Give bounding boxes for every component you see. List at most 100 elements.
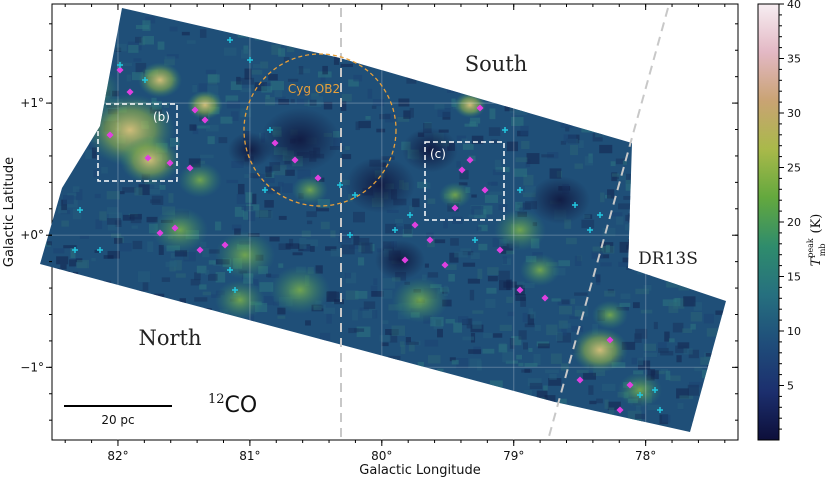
- map-texel: [679, 395, 694, 400]
- map-texel: [341, 244, 355, 255]
- x-tick-label: 79°: [503, 449, 524, 463]
- map-texel: [483, 332, 493, 339]
- map-texel: [529, 382, 543, 390]
- map-texel: [137, 271, 151, 283]
- map-cloud: [270, 266, 330, 314]
- map-texel: [565, 126, 570, 132]
- map-texel: [426, 232, 434, 239]
- map-texel: [190, 278, 201, 286]
- map-texel: [638, 360, 651, 370]
- map-texel: [237, 183, 245, 195]
- map-texel: [471, 194, 477, 198]
- map-texel: [194, 272, 201, 281]
- map-texel: [527, 378, 542, 387]
- map-texel: [118, 62, 133, 67]
- map-texel: [345, 290, 359, 300]
- map-texel: [643, 352, 657, 358]
- map-texel: [320, 332, 331, 341]
- map-cloud: [138, 62, 182, 98]
- map-texel: [500, 243, 513, 254]
- map-texel: [344, 272, 352, 279]
- map-texel: [489, 108, 496, 120]
- map-texel: [306, 211, 317, 218]
- map-texel: [385, 223, 397, 234]
- map-texel: [632, 302, 640, 309]
- map-texel: [245, 192, 253, 203]
- map-texel: [249, 313, 255, 324]
- map-texel: [72, 208, 82, 220]
- map-texel: [198, 83, 208, 93]
- map-texel: [309, 99, 317, 106]
- map-texel: [443, 218, 448, 229]
- map-texel: [571, 325, 584, 332]
- map-texel: [524, 362, 538, 367]
- map-texel: [666, 279, 679, 288]
- map-texel: [199, 29, 207, 38]
- map-texel: [101, 167, 108, 174]
- map-texel: [41, 437, 51, 443]
- map-texel: [403, 110, 411, 119]
- map-texel: [461, 138, 468, 143]
- map-texel: [338, 236, 352, 244]
- map-texel: [361, 242, 373, 254]
- map-texel: [601, 383, 616, 392]
- map-texel: [674, 297, 681, 307]
- map-cloud: [187, 90, 223, 120]
- map-cloud: [530, 176, 590, 224]
- map-texel: [574, 292, 588, 296]
- map-texel: [449, 252, 459, 263]
- map-texel: [365, 115, 371, 120]
- map-texel: [491, 181, 498, 186]
- map-texel: [489, 380, 503, 389]
- map-texel: [348, 327, 359, 334]
- map-texel: [430, 316, 444, 327]
- map-texel: [605, 244, 610, 253]
- map-texel: [485, 298, 496, 309]
- colorbar-tick-label: 10: [787, 325, 801, 338]
- map-texel: [467, 278, 480, 284]
- map-texel: [558, 260, 570, 267]
- map-texel: [506, 296, 513, 303]
- map-texel: [79, 235, 89, 239]
- map-texel: [619, 241, 634, 253]
- map-texel: [358, 121, 371, 129]
- map-texel: [549, 168, 562, 179]
- map-texel: [389, 333, 398, 343]
- map-texel: [647, 404, 661, 411]
- map-texel: [382, 320, 389, 324]
- map-texel: [341, 154, 352, 160]
- map-texel: [241, 206, 254, 211]
- map-texel: [297, 68, 311, 74]
- map-texel: [249, 173, 261, 178]
- map-texel: [76, 189, 83, 201]
- map-texel: [469, 358, 482, 368]
- map-texel: [94, 249, 101, 253]
- map-texel: [621, 341, 636, 350]
- magenta-source-marker: [466, 156, 474, 164]
- map-texel: [514, 201, 523, 211]
- map-texel: [427, 355, 441, 364]
- y-tick-label: −1°: [20, 360, 44, 374]
- map-texel: [561, 363, 569, 371]
- map-texel: [668, 302, 679, 313]
- map-texel: [320, 74, 326, 86]
- map-texel: [616, 216, 624, 225]
- map-texel: [106, 218, 121, 225]
- map-texel: [353, 74, 363, 82]
- map-texel: [509, 338, 515, 349]
- map-texel: [499, 324, 512, 332]
- map-texel: [561, 328, 567, 336]
- map-texel: [522, 312, 528, 323]
- map-texel: [453, 322, 463, 333]
- map-texel: [662, 414, 671, 423]
- map-texel: [379, 114, 391, 120]
- map-texel: [492, 237, 504, 248]
- map-texel: [150, 199, 161, 204]
- map-texel: [274, 90, 283, 98]
- map-texel: [179, 298, 186, 305]
- map-texel: [106, 191, 121, 200]
- map-texel: [321, 82, 328, 88]
- map-texel: [524, 368, 531, 373]
- map-texel: [687, 384, 699, 396]
- map-texel: [107, 224, 117, 231]
